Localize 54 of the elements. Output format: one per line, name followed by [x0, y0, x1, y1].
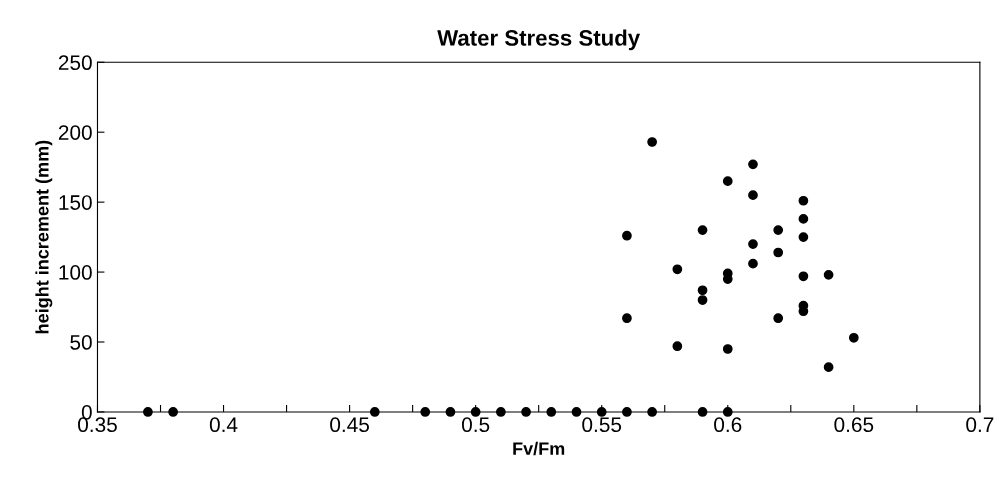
point [823, 362, 834, 373]
point [697, 285, 708, 296]
y-tick-label: 150 [59, 195, 92, 210]
point [798, 271, 809, 282]
y-axis-title: height increment (mm) [35, 140, 53, 334]
point [748, 190, 758, 201]
point [647, 137, 657, 147]
y-tick-label: 100 [59, 265, 92, 280]
y-tick-label: 50 [70, 335, 92, 350]
x-tick-label: 0.45 [330, 417, 369, 433]
chart-title: Water Stress Study [437, 29, 641, 51]
point [622, 407, 632, 417]
point [622, 230, 632, 241]
point [445, 407, 456, 417]
point [798, 232, 809, 242]
x-axis-title: Fv/Fm [513, 441, 565, 456]
point [748, 159, 758, 170]
point [697, 407, 708, 417]
point [798, 214, 809, 224]
x-tick-label: 0.55 [582, 417, 622, 433]
point [748, 258, 758, 269]
point [848, 332, 859, 343]
point [773, 247, 784, 258]
point [697, 295, 708, 305]
point [722, 176, 733, 187]
point [571, 407, 582, 417]
point [496, 407, 506, 417]
x-tick-label: 0.4 [209, 417, 238, 433]
point [773, 225, 784, 235]
point [596, 407, 607, 417]
y-tick-label: 250 [58, 55, 92, 71]
point [143, 407, 153, 417]
point [823, 270, 834, 280]
point [798, 195, 809, 206]
x-tick-label: 0.7 [966, 417, 994, 433]
point [622, 313, 632, 324]
point [672, 264, 683, 275]
point [647, 407, 657, 417]
y-tick-label: 200 [58, 125, 92, 140]
point [470, 407, 481, 417]
x-tick-label: 0.5 [461, 417, 490, 433]
point [420, 407, 431, 417]
point [369, 407, 380, 417]
point [722, 407, 733, 417]
x-tick-label: 0.6 [714, 417, 742, 433]
point [521, 407, 531, 417]
point [748, 239, 758, 249]
point [672, 341, 683, 352]
point [722, 344, 733, 354]
point [546, 407, 557, 417]
point [697, 225, 708, 235]
point [773, 313, 784, 324]
point [168, 407, 178, 417]
x-tick-label: 0.65 [834, 417, 874, 433]
